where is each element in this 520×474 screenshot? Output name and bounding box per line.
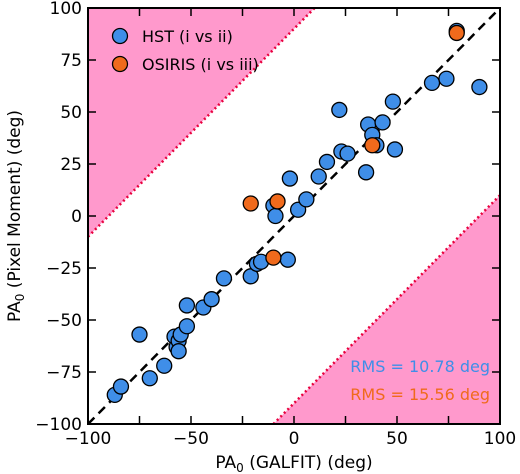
x-axis-label: PA0 (GALFIT) (deg) [215, 453, 372, 474]
x-tick-label-6: 50 [386, 429, 408, 449]
y-tick-label-0: −100 [35, 415, 82, 435]
legend-label-hst: HST (i vs ii) [142, 27, 233, 46]
data-point-hst-10 [178, 318, 196, 335]
data-point-hst-4 [156, 357, 173, 374]
data-point-hst-37 [438, 70, 455, 87]
data-point-hst-34 [384, 93, 402, 110]
y-tick-label-6: 50 [60, 103, 82, 123]
x-tick-label-2: −50 [173, 429, 209, 449]
data-point-osiris-2 [269, 193, 286, 210]
data-point-hst-28 [339, 145, 356, 162]
y-tick-label-7: 75 [60, 51, 82, 71]
data-point-hst-29 [357, 164, 375, 181]
data-point-hst-26 [331, 101, 348, 119]
data-point-hst-19 [267, 207, 284, 225]
data-point-hst-11 [178, 297, 196, 314]
legend: HST (i vs ii) OSIRIS (i vs iii) [111, 27, 259, 74]
data-points [106, 22, 488, 404]
data-point-osiris-1 [265, 249, 282, 266]
data-point-hst-1 [112, 378, 130, 395]
data-point-hst-23 [298, 191, 315, 208]
legend-label-osiris: OSIRIS (i vs iii) [142, 55, 259, 74]
y-tick-label-3: −25 [46, 259, 82, 279]
data-point-hst-39 [471, 78, 488, 96]
x-tick-label-4: 0 [289, 429, 300, 449]
region-boundary-lower [272, 194, 500, 424]
y-axis-label: PA0 (Pixel Moment) (deg) [5, 110, 27, 322]
data-point-hst-14 [215, 270, 233, 287]
legend-marker-hst [111, 27, 129, 45]
legend-marker-osiris [111, 55, 129, 73]
axis-ticks [87, 7, 501, 425]
data-point-hst-33 [374, 114, 391, 131]
x-tick-label-0: −100 [65, 429, 112, 449]
rms-osiris-annotation: RMS = 15.56 deg [350, 385, 490, 404]
data-point-hst-36 [423, 74, 441, 92]
data-point-hst-13 [203, 291, 220, 308]
data-point-hst-35 [386, 141, 404, 158]
data-point-osiris-0 [242, 195, 259, 212]
rms-hst-annotation: RMS = 10.78 deg [350, 357, 490, 376]
tick-labels: −100 −50 0 50 100 −100 −75 −50 −25 0 25 50 75 100 [35, 0, 516, 449]
y-tick-label-4: 0 [71, 207, 82, 227]
data-point-osiris-3 [364, 137, 381, 154]
data-point-hst-3 [141, 370, 158, 387]
y-tick-label-1: −75 [46, 363, 82, 383]
data-point-hst-21 [281, 170, 299, 187]
shaded-regions [88, 8, 500, 424]
data-point-hst-24 [310, 168, 327, 185]
x-tick-label-8: 100 [484, 429, 516, 449]
data-point-hst-2 [131, 326, 148, 343]
data-point-hst-8 [170, 343, 187, 360]
y-tick-label-5: 25 [60, 155, 82, 175]
data-point-hst-20 [279, 251, 296, 268]
y-tick-label-2: −50 [46, 311, 82, 331]
data-point-hst-25 [318, 153, 336, 171]
region-boundary-upper [88, 8, 316, 238]
data-point-osiris-4 [448, 24, 465, 42]
y-tick-label-8: 100 [50, 0, 82, 19]
